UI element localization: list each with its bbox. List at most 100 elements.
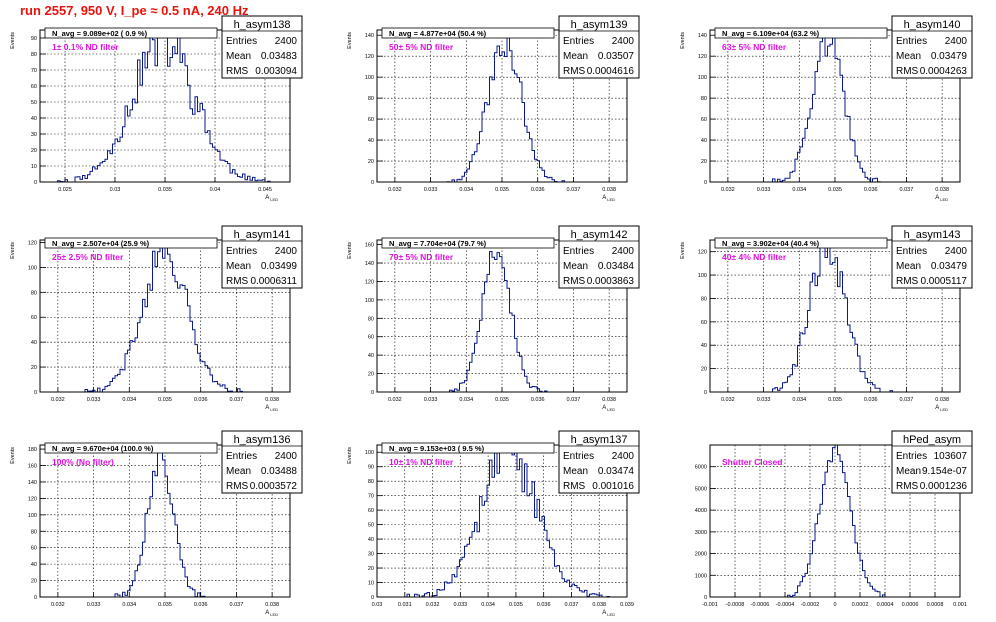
x-tick-label: -0.001 bbox=[702, 602, 718, 608]
y-axis-label: Events bbox=[347, 32, 353, 49]
y-tick-label: 60 bbox=[701, 117, 707, 123]
histogram-name: h_asym137 bbox=[571, 434, 628, 446]
x-axis-label-main: A bbox=[265, 195, 269, 201]
y-tick-label: 20 bbox=[31, 579, 37, 585]
stats-mean-value: 0.03488 bbox=[261, 466, 298, 477]
stats-box bbox=[221, 225, 303, 289]
x-tick-label: 0 bbox=[833, 602, 836, 608]
y-tick-label: 60 bbox=[368, 335, 374, 341]
x-tick-label: 0.032 bbox=[721, 397, 735, 403]
y-tick-label: 60 bbox=[31, 315, 37, 321]
y-tick-label: 60 bbox=[368, 117, 374, 123]
y-tick-label: 140 bbox=[28, 480, 37, 486]
y-tick-label: 20 bbox=[368, 566, 374, 572]
x-tick-label: 0.032 bbox=[388, 397, 402, 403]
stats-rms-label: RMS bbox=[896, 276, 919, 287]
y-tick-label: 80 bbox=[368, 316, 374, 322]
y-tick-label: 30 bbox=[368, 552, 374, 558]
stats-entries-label: Entries bbox=[563, 36, 594, 47]
stats-box bbox=[221, 15, 303, 79]
x-axis-label: ALED bbox=[265, 195, 278, 202]
stats-rms-label: RMS bbox=[896, 481, 919, 492]
x-tick-label: 0.038 bbox=[935, 187, 949, 193]
histogram-panel-h_asym139: 0.032 0.033 0.034 0.035 0.036 0.037 0.038 0 20 40… bbox=[347, 15, 640, 202]
histogram-panel-h_asym143: 0.032 0.033 0.034 0.035 0.036 0.037 0.038 0 20 40… bbox=[680, 225, 973, 412]
filter-annotation: 1± 0.1% ND filter bbox=[52, 42, 119, 52]
navg-label: N_avg = 2.507e+04 (25.9 %) bbox=[52, 239, 150, 248]
y-tick-label: 10 bbox=[368, 581, 374, 587]
y-tick-label: 60 bbox=[31, 546, 37, 552]
stats-rms-label: RMS bbox=[226, 481, 249, 492]
x-tick-label: 0.001 bbox=[953, 602, 967, 608]
y-tick-label: 80 bbox=[31, 290, 37, 296]
stats-entries-value: 2400 bbox=[945, 246, 968, 257]
x-axis-label-subscript: LED bbox=[940, 407, 948, 412]
x-axis-label-main: A bbox=[935, 195, 939, 201]
filter-annotation: 40± 4% ND filter bbox=[722, 252, 787, 262]
stats-mean-label: Mean bbox=[896, 466, 921, 477]
x-axis-label-subscript: LED bbox=[607, 407, 615, 412]
x-tick-label: 0.034 bbox=[122, 397, 136, 403]
y-tick-label: 100 bbox=[365, 298, 374, 304]
x-axis-label: ALED bbox=[935, 195, 948, 202]
y-tick-label: 160 bbox=[365, 243, 374, 249]
histogram-panel-h_asym138: 0.025 0.03 0.035 0.04 0.045 0 10 20 30 40 50 60 70 80… bbox=[10, 15, 303, 202]
y-tick-label: 140 bbox=[365, 261, 374, 267]
x-tick-label: -0.0002 bbox=[801, 602, 820, 608]
x-axis-label-subscript: LED bbox=[270, 612, 278, 617]
stats-mean-value: 0.03484 bbox=[598, 261, 635, 272]
x-tick-label: 0.038 bbox=[592, 602, 606, 608]
x-axis-label-main: A bbox=[935, 405, 939, 411]
filter-annotation: 79± 5% ND filter bbox=[389, 252, 454, 262]
stats-box bbox=[891, 15, 973, 79]
x-tick-label: 0.0008 bbox=[927, 602, 944, 608]
navg-box bbox=[381, 442, 555, 454]
histogram-name: h_asym143 bbox=[904, 229, 961, 241]
y-tick-label: 20 bbox=[368, 159, 374, 165]
stats-entries-value: 2400 bbox=[612, 451, 635, 462]
stats-box bbox=[558, 15, 640, 79]
navg-label: N_avg = 3.902e+04 (40.4 %) bbox=[722, 239, 820, 248]
y-tick-label: 0 bbox=[371, 390, 374, 396]
stats-box bbox=[221, 430, 303, 494]
x-tick-label: 0.034 bbox=[792, 187, 806, 193]
y-tick-label: 60 bbox=[31, 84, 37, 90]
x-axis-label-main: A bbox=[602, 610, 606, 616]
stats-entries-label: Entries bbox=[896, 36, 927, 47]
x-axis-label: ALED bbox=[265, 610, 278, 617]
histogram-name: h_asym138 bbox=[234, 19, 291, 31]
y-axis-label: Events bbox=[10, 32, 16, 49]
x-tick-label: 0.036 bbox=[537, 602, 551, 608]
y-tick-label: 40 bbox=[368, 537, 374, 543]
x-tick-label: 0.035 bbox=[158, 397, 172, 403]
x-axis-label: ALED bbox=[602, 610, 615, 617]
y-tick-label: 100 bbox=[698, 75, 707, 81]
x-tick-label: 0.036 bbox=[194, 397, 208, 403]
x-tick-label: 0.038 bbox=[602, 187, 616, 193]
y-tick-label: 80 bbox=[31, 529, 37, 535]
y-tick-label: 0 bbox=[704, 595, 707, 601]
stats-rms-label: RMS bbox=[226, 66, 249, 77]
x-tick-label: 0.032 bbox=[388, 187, 402, 193]
y-tick-label: 10 bbox=[31, 164, 37, 170]
y-tick-label: 0 bbox=[371, 595, 374, 601]
x-tick-label: 0.035 bbox=[828, 397, 842, 403]
stats-mean-label: Mean bbox=[226, 466, 251, 477]
x-tick-label: 0.037 bbox=[567, 397, 581, 403]
x-tick-label: 0.045 bbox=[258, 187, 272, 193]
x-tick-label: 0.032 bbox=[426, 602, 440, 608]
x-axis-label: ALED bbox=[602, 195, 615, 202]
stats-entries-value: 2400 bbox=[275, 36, 298, 47]
histogram-panel-hPed_asym: -0.001 -0.0008 -0.0006 -0.0004 -0.0002 0 0.000… bbox=[695, 430, 973, 608]
y-tick-label: 2000 bbox=[695, 552, 707, 558]
histogram-name: h_asym139 bbox=[571, 19, 628, 31]
y-tick-label: 20 bbox=[31, 365, 37, 371]
x-tick-label: 0.037 bbox=[900, 397, 914, 403]
navg-box bbox=[44, 27, 218, 39]
x-tick-label: 0.035 bbox=[495, 397, 509, 403]
x-axis-label-subscript: LED bbox=[607, 197, 615, 202]
x-tick-label: 0.037 bbox=[230, 602, 244, 608]
y-tick-label: 60 bbox=[701, 320, 707, 326]
x-axis-label-subscript: LED bbox=[940, 197, 948, 202]
